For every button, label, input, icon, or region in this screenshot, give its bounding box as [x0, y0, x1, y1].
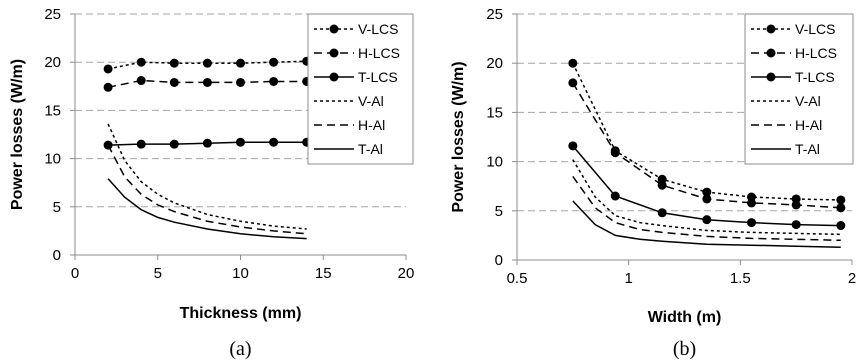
x-tick-label: 1 [624, 270, 632, 287]
data-point [702, 187, 712, 197]
panel-caption: (b) [673, 338, 696, 360]
data-point [657, 180, 667, 190]
data-point [747, 218, 756, 228]
series-line-t-al [107, 178, 307, 240]
y-tick-label: 20 [44, 54, 61, 71]
data-point [269, 76, 279, 86]
legend-marker [329, 48, 339, 58]
legend-label: V-Al [795, 93, 821, 109]
legend-label: H-LCS [795, 45, 837, 61]
data-point [836, 203, 846, 213]
data-point [791, 220, 801, 230]
data-point [610, 191, 620, 201]
y-tick-label: 25 [486, 6, 503, 23]
legend-label: T-LCS [795, 69, 835, 85]
legend-label: H-Al [358, 117, 385, 133]
data-point [236, 77, 245, 87]
data-point [202, 58, 212, 68]
series-line-t-al [572, 200, 841, 248]
data-point [836, 195, 846, 205]
chart-a: 0 5 10 15 20 25 0 5 10 15 20 Power losses (W/m) Thic… [9, 6, 414, 360]
data-point [136, 139, 146, 149]
legend-label: V-LCS [358, 21, 398, 37]
x-tick-label: 2 [848, 270, 856, 287]
x-tick-label: 20 [398, 265, 415, 282]
y-tick-label: 0 [495, 252, 503, 269]
data-point [657, 208, 667, 218]
chart-b: 0 5 10 15 20 25 0.5 1 1.5 2 Power losses (W/m) Widt… [450, 6, 856, 360]
data-point [747, 198, 756, 208]
legend-label: H-Al [795, 117, 822, 133]
data-point [568, 78, 578, 88]
y-tick-label: 5 [53, 199, 61, 216]
legend-box [307, 13, 414, 165]
x-tick-label: 0.5 [507, 270, 528, 287]
legend-marker [329, 24, 339, 34]
y-tick-label: 15 [486, 104, 503, 121]
x-tick-label: 5 [154, 265, 162, 282]
y-tick-label: 10 [486, 154, 503, 171]
y-axis-title: Power losses (W/m) [450, 61, 467, 212]
data-point [568, 141, 578, 151]
panel-caption: (a) [229, 338, 251, 360]
legend-label: H-LCS [358, 45, 400, 61]
data-point [202, 138, 212, 148]
data-point [791, 200, 801, 210]
y-tick-label: 20 [486, 55, 503, 72]
data-point [236, 137, 245, 147]
data-point [169, 139, 179, 149]
legend-label: T-Al [795, 141, 820, 157]
series-line-h-al [107, 144, 307, 235]
data-point [568, 58, 578, 68]
data-point [610, 148, 620, 158]
legend-label: V-Al [358, 93, 384, 109]
data-point [836, 221, 846, 231]
x-tick-label: 0 [71, 265, 79, 282]
y-tick-label: 5 [495, 203, 503, 220]
series-line-h-al [572, 175, 841, 242]
y-tick-label: 25 [44, 6, 61, 23]
legend-label: T-Al [358, 141, 383, 157]
x-axis-title: Thickness (mm) [180, 305, 302, 322]
data-point [169, 77, 179, 87]
data-point [136, 57, 146, 67]
legend-marker [766, 72, 776, 82]
x-tick-label: 15 [315, 265, 332, 282]
data-point [169, 58, 179, 68]
legend-box [744, 13, 854, 165]
y-tick-label: 10 [44, 151, 61, 168]
data-point [269, 137, 279, 147]
x-tick-label: 10 [232, 265, 249, 282]
data-point [103, 82, 113, 92]
data-point [702, 194, 712, 204]
legend-marker [329, 72, 339, 82]
data-point [103, 64, 113, 74]
data-point [236, 58, 245, 68]
y-tick-label: 0 [53, 247, 61, 264]
x-tick-label: 1.5 [730, 270, 751, 287]
legend-marker [766, 48, 776, 58]
legend-label: V-LCS [795, 21, 835, 37]
data-point [136, 76, 146, 86]
series-line-v-al [107, 123, 307, 230]
data-point [202, 77, 212, 87]
legend-label: T-LCS [358, 69, 398, 85]
data-point [702, 215, 712, 225]
y-tick-label: 15 [44, 102, 61, 119]
data-point [269, 57, 279, 67]
x-axis-title: Width (m) [648, 309, 722, 326]
y-axis-title: Power losses (W/m) [9, 59, 26, 210]
legend-marker [766, 24, 776, 34]
